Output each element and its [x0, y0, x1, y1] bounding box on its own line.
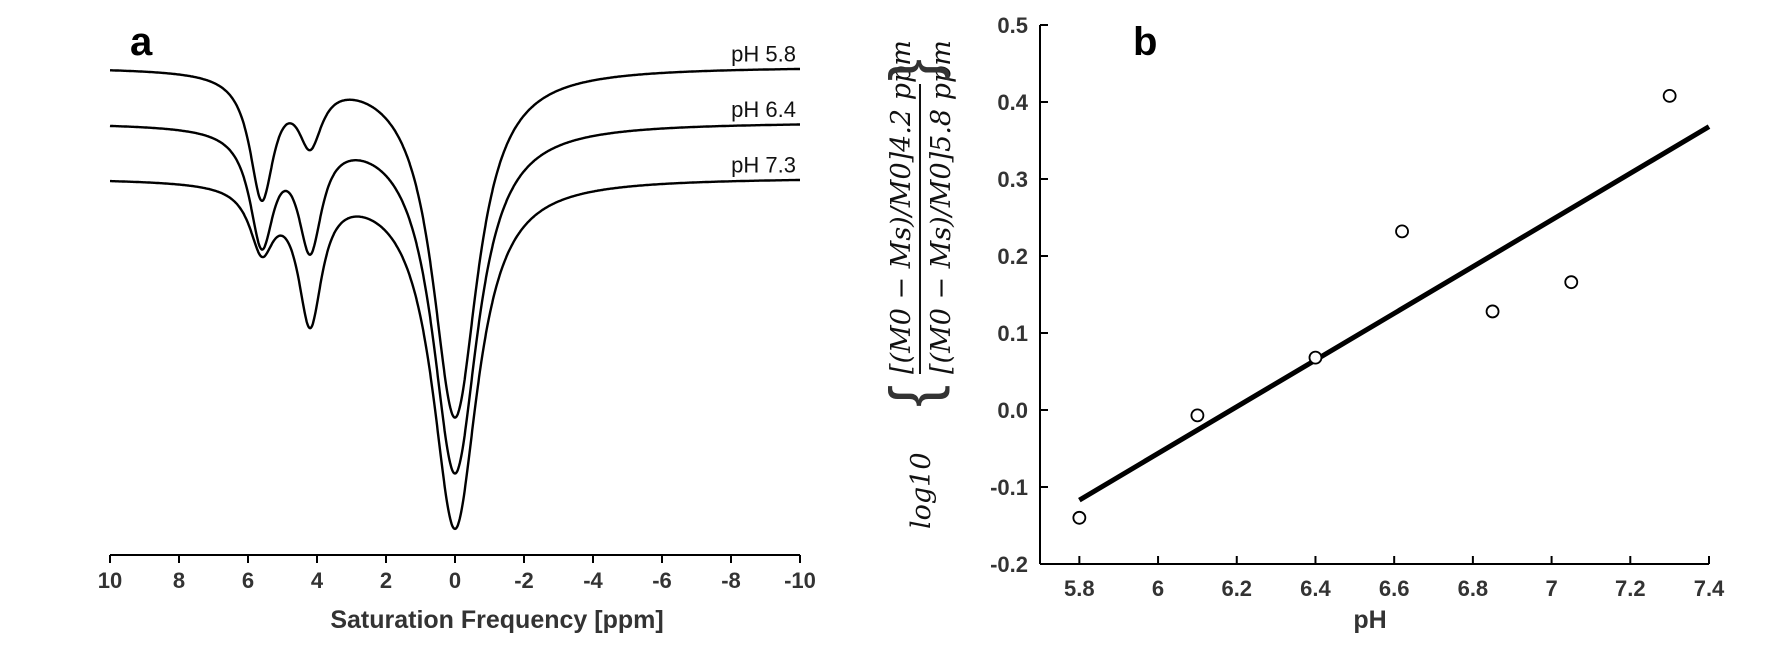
- series-label: pH 5.8: [731, 42, 796, 67]
- fit-line: [1078, 124, 1711, 503]
- panel-b-label: b: [1133, 20, 1157, 64]
- panel-b-scatter-chart: b -0.2 -0.1 0.0 0.1 0.2 0.3 0.4 0.5 5.8 6 6.2 6.4 6…: [876, 13, 1725, 634]
- fit-line-group: [1078, 124, 1711, 503]
- x-tick-label: 6.2: [1221, 576, 1252, 601]
- x-tick-label: 4: [311, 568, 324, 593]
- x-tick-label: 10: [98, 568, 122, 593]
- x-tick-label: 6: [1152, 576, 1164, 601]
- x-tick-label: 6.4: [1300, 576, 1331, 601]
- spectra-series-labels: pH 5.8 pH 6.4 pH 7.3: [731, 42, 796, 178]
- data-point: [1564, 275, 1579, 290]
- y-tick-label: 0.3: [997, 167, 1028, 192]
- panel-b-x-ticks: 5.8 6 6.2 6.4 6.6 6.8 7 7.2 7.4: [1064, 556, 1725, 601]
- data-point: [1308, 350, 1323, 365]
- x-tick-label: -10: [784, 568, 816, 593]
- spectrum-curve: [109, 123, 800, 475]
- y-tick-label: 0.4: [997, 90, 1028, 115]
- panel-a-label: a: [130, 20, 153, 64]
- x-tick-label: 6.6: [1379, 576, 1410, 601]
- x-tick-label: -8: [721, 568, 741, 593]
- scatter-points: [1072, 88, 1677, 525]
- y-tick-label: 0.0: [997, 398, 1028, 423]
- x-tick-label: 0: [449, 568, 461, 593]
- panel-a-x-axis-title: Saturation Frequency [ppm]: [330, 606, 663, 634]
- panel-b-y-axis-title: log10 { [(M0 − Ms)/M0]4.2 ppm [(M0 − Ms)…: [876, 40, 957, 529]
- x-tick-label: 7.4: [1694, 576, 1725, 601]
- data-point: [1072, 510, 1087, 525]
- panel-b-y-ticks: -0.2 -0.1 0.0 0.1 0.2 0.3 0.4 0.5: [990, 13, 1048, 577]
- x-tick-label: 6: [242, 568, 254, 593]
- panel-a-x-ticks: 10 8 6 4 2 0 -2 -4 -6 -8 -10: [98, 555, 816, 593]
- x-tick-label: -4: [583, 568, 603, 593]
- x-tick-label: -6: [652, 568, 672, 593]
- x-tick-label: 6.8: [1458, 576, 1489, 601]
- y-tick-label: 0.1: [997, 321, 1028, 346]
- panel-b-x-axis-title: pH: [1353, 606, 1386, 634]
- panel-a-spectra-chart: a pH 5.8pH 6.4pH 7.3 10 8 6 4 2 0 -2 -4 -6 -8 -10 …: [98, 20, 816, 634]
- y-tick-label: 0.2: [997, 244, 1028, 269]
- ylabel-func: log10: [906, 452, 937, 529]
- x-tick-label: 7: [1545, 576, 1557, 601]
- series-label: pH 7.3: [731, 153, 796, 178]
- data-point: [1485, 304, 1500, 319]
- x-tick-label: 8: [173, 568, 185, 593]
- spectrum-curve: [110, 178, 800, 531]
- ylabel-numerator: [(M0 − Ms)/M0]4.2 ppm: [886, 40, 917, 374]
- ylabel-open-brace: {: [876, 385, 950, 407]
- x-tick-label: 2: [380, 568, 392, 593]
- x-tick-label: 5.8: [1064, 576, 1095, 601]
- x-tick-label: -2: [514, 568, 534, 593]
- y-tick-label: -0.2: [990, 552, 1028, 577]
- spectra-curves: [109, 67, 800, 531]
- data-point: [1395, 224, 1409, 239]
- ylabel-denominator: [(M0 − Ms)/M0]5.8 ppm: [926, 40, 957, 374]
- series-label: pH 6.4: [731, 97, 796, 122]
- spectrum-curve: [110, 67, 800, 419]
- y-tick-label: -0.1: [990, 475, 1028, 500]
- x-tick-label: 7.2: [1615, 576, 1646, 601]
- y-tick-label: 0.5: [997, 13, 1028, 38]
- ylabel-close-brace: }: [876, 59, 950, 81]
- data-point: [1190, 408, 1205, 423]
- data-point: [1662, 88, 1677, 103]
